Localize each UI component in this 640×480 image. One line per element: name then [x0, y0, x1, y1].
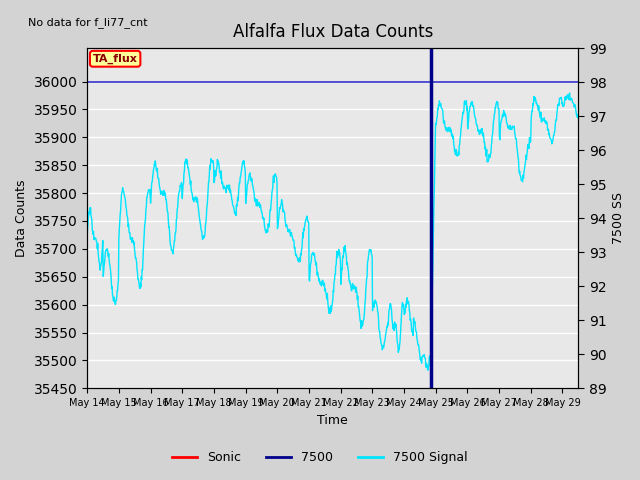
Title: Alfalfa Flux Data Counts: Alfalfa Flux Data Counts: [232, 23, 433, 41]
Y-axis label: 7500 SS: 7500 SS: [612, 192, 625, 244]
Text: TA_flux: TA_flux: [93, 54, 138, 64]
Y-axis label: Data Counts: Data Counts: [15, 180, 28, 257]
Legend: Sonic, 7500, 7500 Signal: Sonic, 7500, 7500 Signal: [167, 446, 473, 469]
Text: No data for f_li77_cnt: No data for f_li77_cnt: [28, 17, 148, 28]
X-axis label: Time: Time: [317, 414, 348, 427]
